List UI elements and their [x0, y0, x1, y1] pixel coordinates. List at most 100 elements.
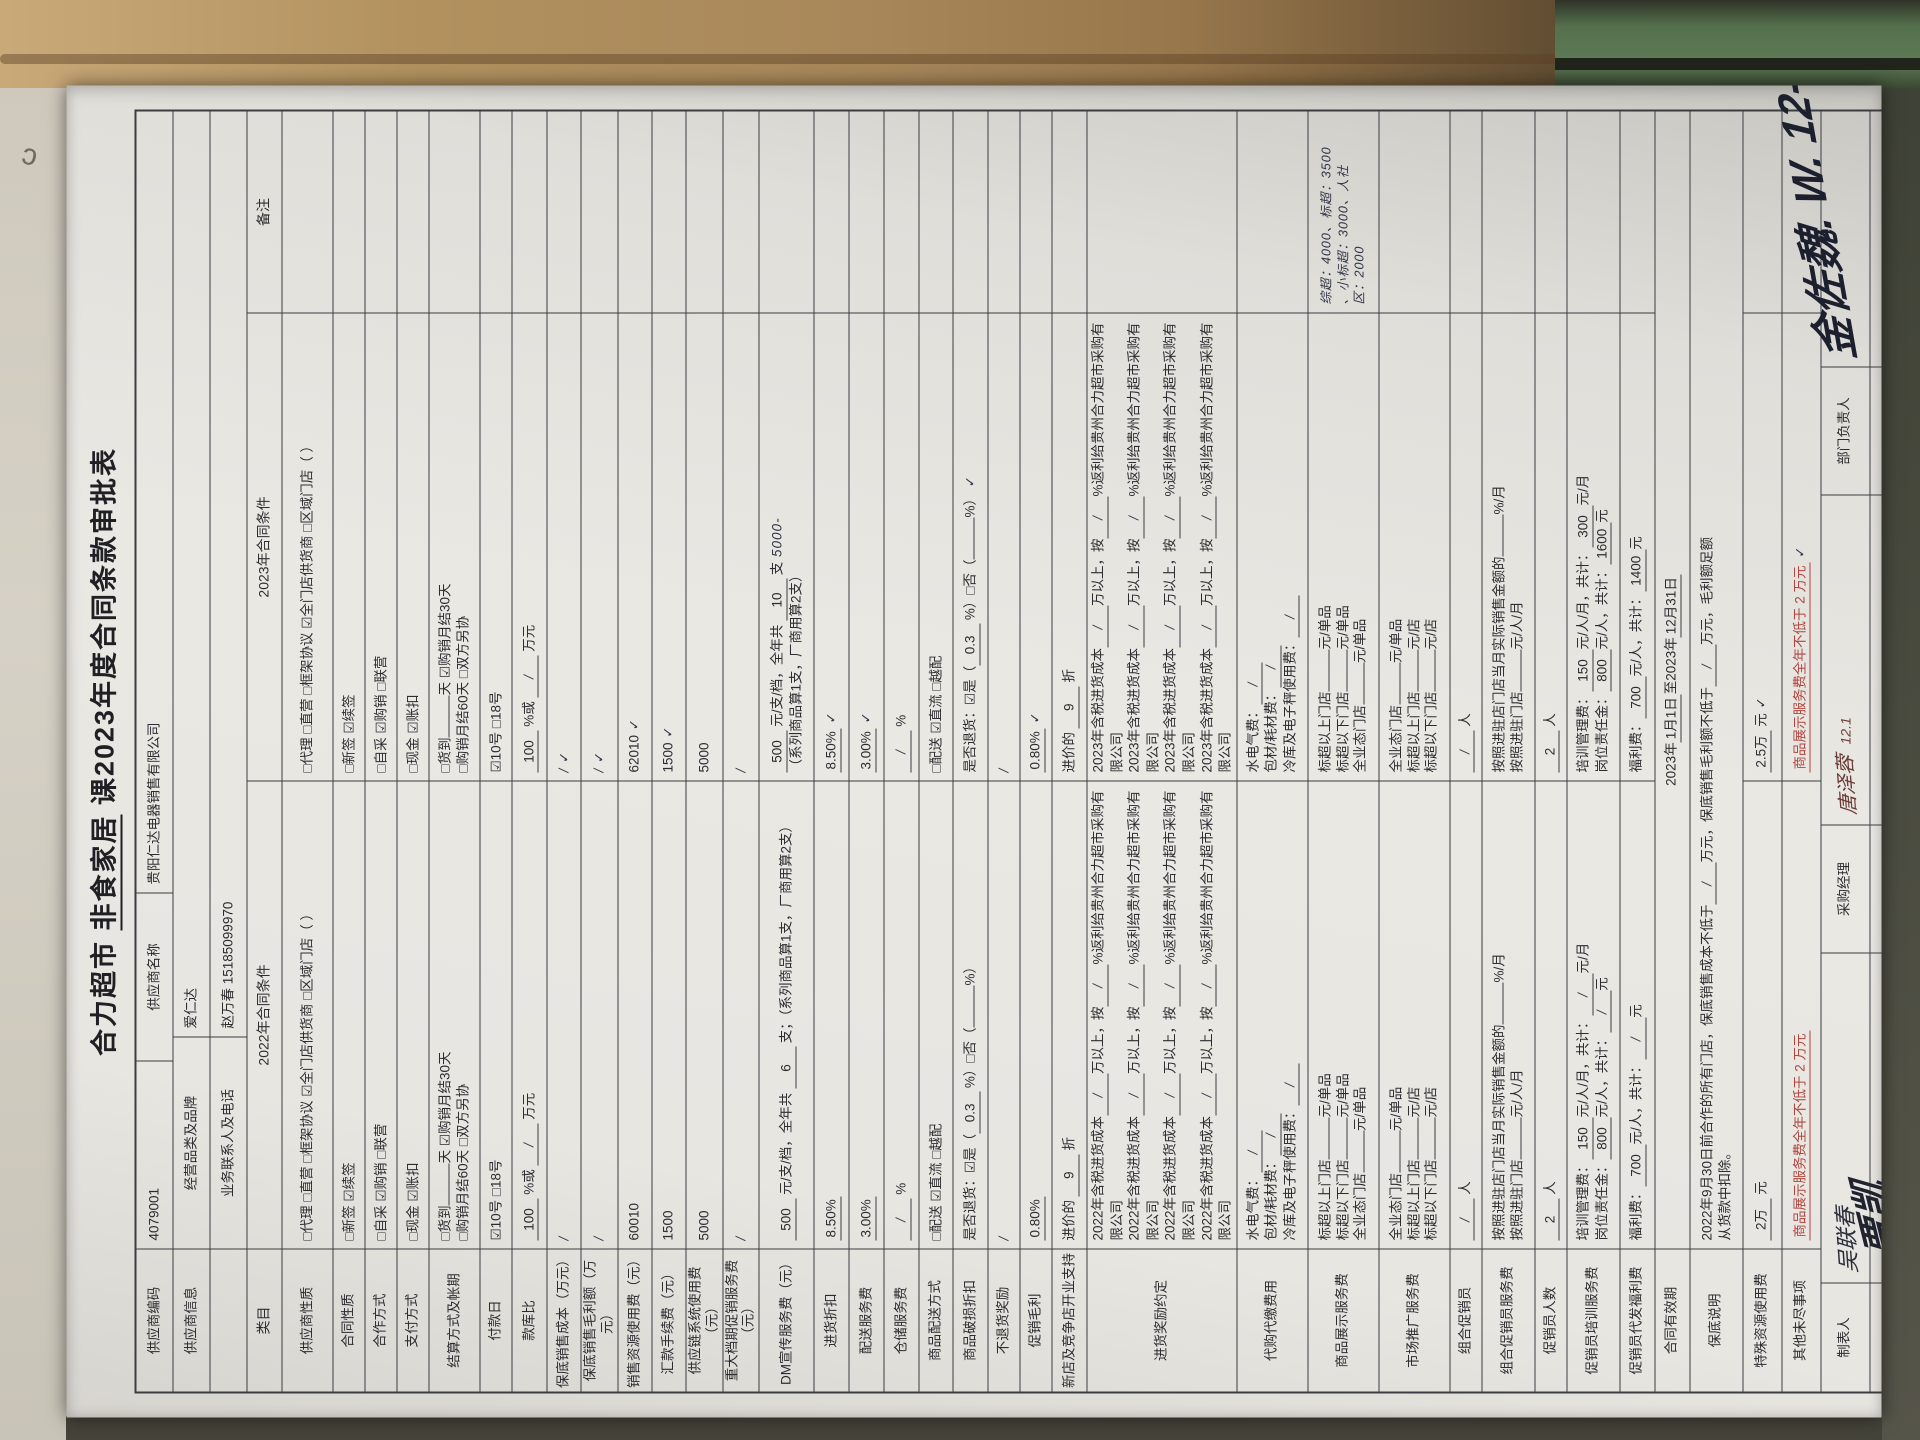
- handwritten-text: /: [1198, 1073, 1217, 1116]
- cell-2022: 按照进驻店门店当月实际销售金额的 %/月 按照进驻门店 元/人/月: [1482, 781, 1535, 1250]
- cell-2022: ☑10号 □18号: [480, 781, 512, 1250]
- printed-text: 按照进驻门店: [1509, 1159, 1525, 1241]
- cell-remark: [919, 111, 953, 314]
- cell-2022: 培训管理费：150元/人/月，共计：/元/月 岗位责任金：800元/人，共计：/元: [1567, 781, 1620, 1250]
- printed-text: 冷库及电子秤使用费：: [1282, 1105, 1298, 1241]
- printed-text: □购销月结60天 □双方另协: [455, 1083, 471, 1241]
- printed-text: %/月: [1491, 953, 1507, 983]
- form-row-32: 保底说明 2022年9月30日前合作的所有门店，保底销售成本不低于/万元，保底销售…: [1690, 111, 1744, 1392]
- handwritten-text: ✓: [1027, 711, 1043, 729]
- cell-2023: 进价的 9 折: [1052, 313, 1087, 782]
- printed-text: 2023年: [1663, 742, 1679, 786]
- supplier-name-label: 供应商名称: [136, 893, 173, 1062]
- printed-text: [1417, 649, 1419, 692]
- contact-value: 赵万春 15185099970: [210, 111, 247, 1038]
- row-label: 合作方式: [372, 1293, 388, 1348]
- cell-line: 2023年含税进货成本/万以上，按/%返利给贵州合力超市采购有限公司: [1125, 322, 1162, 773]
- handwritten-text: /: [892, 1198, 912, 1241]
- printed-text: 福利费：: [1628, 1186, 1644, 1241]
- printed-text: 500: [777, 1198, 797, 1241]
- printed-text: 福利费：: [1628, 718, 1644, 773]
- cell-2023: 100 %或 / 万元: [512, 313, 547, 782]
- printed-text: 元/单品: [1335, 605, 1351, 650]
- cell-line: 2023年1月1日至2023年12月31日: [1662, 574, 1682, 786]
- cell-line: 商品展示服务费全年不低于 2 万元: [1791, 790, 1811, 1241]
- cell-line: 2022年含税进货成本/万以上，按/%返利给贵州合力超市采购有限公司: [1161, 790, 1198, 1241]
- cell-remark: [512, 111, 547, 314]
- cell-2022: 60010: [618, 781, 652, 1250]
- cell-2023: 5000: [686, 313, 722, 782]
- cell-remark: [333, 111, 365, 314]
- handwritten-text: ✓: [962, 474, 978, 492]
- printed-text: 元/店: [1406, 1086, 1422, 1118]
- vp-operations-signature: [1870, 111, 1882, 368]
- cell-remark: [581, 111, 618, 314]
- printed-text: [448, 695, 450, 738]
- printed-text: 元/人/月: [1509, 1069, 1525, 1118]
- cell-2023: □自采 ☑购销 □联营: [365, 313, 397, 782]
- category-value: 爱仁达: [173, 111, 210, 1038]
- cell-line: 全业态门店 元/单品: [1352, 790, 1370, 1241]
- cell-line: ☑10号 □18号: [487, 790, 505, 1240]
- handwritten-text: /: [1244, 663, 1263, 705]
- cell-2023: / %: [884, 313, 919, 782]
- printed-text: 元/人，共计：: [1628, 591, 1644, 677]
- printed-text: 9: [1060, 1154, 1080, 1197]
- printed-text: 支；（系列商品算1支，厂商用算2支）: [778, 818, 794, 1047]
- handwritten-text: /: [1161, 605, 1181, 648]
- printed-text: 人: [1457, 713, 1473, 731]
- cell-remark: [547, 111, 581, 314]
- signature-row-2: 合同审核 贾凯 财务合约审核 业务执行副总: [1845, 111, 1882, 1392]
- cell-line: 进价的 9 折: [1060, 790, 1080, 1241]
- printed-text: 至2023年: [1663, 637, 1679, 695]
- form-row-9: 销售资源使用费（元） 60010 62010 ✓: [618, 111, 653, 1392]
- printed-text: 按照进驻门店: [1509, 691, 1525, 773]
- handwritten-text: /: [556, 767, 572, 773]
- printed-text: 折: [1061, 1136, 1077, 1155]
- printed-text: 2: [1541, 1198, 1560, 1241]
- printed-text: □自采 ☑购销 □联营: [373, 1123, 389, 1241]
- printed-text: 2022年含税进货成本: [1090, 1115, 1106, 1241]
- printed-text: 500: [768, 730, 788, 773]
- printed-text: 人: [1457, 1181, 1473, 1199]
- supplier-info-label-cont: [211, 1250, 247, 1392]
- supplier-info-label: 供应商信息: [183, 1286, 199, 1355]
- cell-line: 5000: [695, 790, 713, 1240]
- printed-text: 标超以上门店: [1406, 1159, 1422, 1241]
- row-label: 市场推广服务费: [1405, 1273, 1421, 1368]
- printed-text: 2.5万: [1752, 730, 1772, 773]
- printed-text: 150: [1574, 649, 1594, 692]
- cell-remark: 综超：4000、标超：3500 、小标超：3000、人社 区：2000: [1308, 111, 1379, 314]
- header-2022: 2022年合同条件: [247, 781, 282, 1250]
- cell-remark: [814, 111, 849, 314]
- cell-remark: [1020, 111, 1052, 314]
- form-row-5: 付款日 ☑10号 □18号 ☑10号 □18号: [480, 111, 513, 1392]
- printed-text: 6: [777, 1046, 797, 1089]
- printed-text: [1328, 1117, 1330, 1160]
- header-2023: 2023年合同条件: [247, 313, 282, 782]
- cell-line: 2 人: [1541, 322, 1560, 773]
- form-row-13: DM宣传服务费（元） 500 元/支/档，全年共 6 支；（系列商品算1支，厂商用…: [759, 111, 815, 1392]
- printed-text: 3.00%: [857, 728, 877, 773]
- cell-2022: 全业态门店 元/单品 标超以上门店 元/店 标超以下门店 元/店: [1379, 781, 1450, 1250]
- cell-merged: 2023年1月1日至2023年12月31日: [1655, 111, 1690, 1250]
- cell-2023: ☑10号 □18号: [480, 313, 512, 782]
- printed-text: 1400: [1627, 549, 1647, 592]
- form-row-0: 供应商性质 □代理 □直营 □框架协议 ☑全门店供货商 □区域门店（ ） □代理 □…: [282, 111, 334, 1392]
- handwritten-text: /: [1262, 645, 1282, 688]
- cell-2023: □配送 ☑直流 □越配: [919, 313, 953, 782]
- form-row-14: 进货折扣 8.50% 8.50% ✓: [814, 111, 850, 1392]
- printed-text: 全业态门店: [1388, 1173, 1404, 1241]
- cell-remark: [1450, 111, 1482, 314]
- cell-remark: [1567, 111, 1620, 314]
- handwritten-text: ✓: [591, 750, 607, 768]
- printed-text: 标超以下门店: [1423, 691, 1439, 773]
- printed-text: 元/人，共计：: [1594, 564, 1610, 650]
- cell-remark: [652, 111, 686, 314]
- printed-text: 标超以上门店: [1406, 691, 1422, 773]
- row-label: 付款日: [487, 1300, 503, 1341]
- printed-text: 标超以下门店: [1335, 691, 1351, 773]
- preparer-label: 制表人: [1836, 1317, 1852, 1358]
- cell-2023: / ✓: [547, 313, 581, 782]
- cell-line: 标超以上门店 元/单品: [1317, 790, 1335, 1240]
